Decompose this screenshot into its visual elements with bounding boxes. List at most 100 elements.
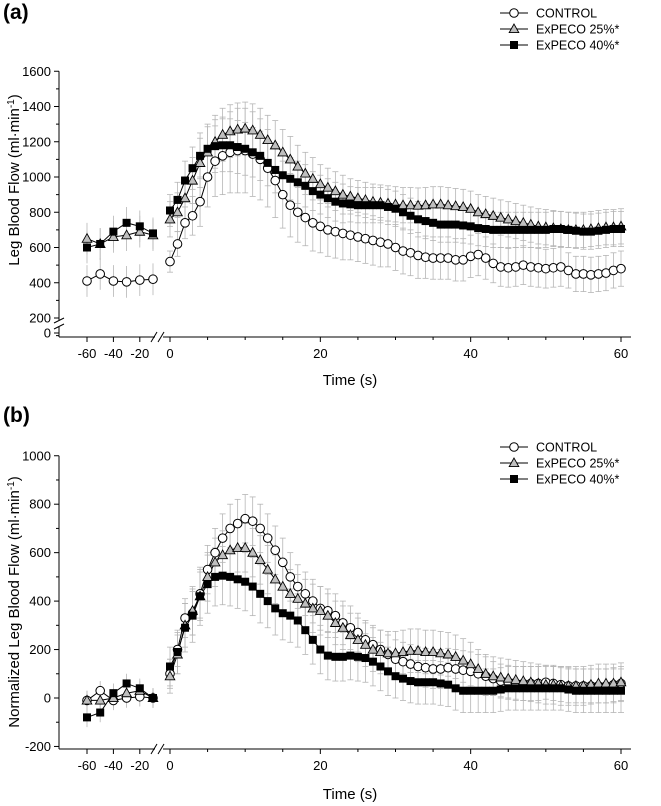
- b-expeco-25-point: [247, 546, 259, 557]
- a-x-tick-label--60: -60: [78, 346, 97, 361]
- b-y-tick-label-200: 200: [29, 642, 51, 657]
- b-expeco-25-point: [420, 646, 432, 657]
- a-expeco-25-point: [217, 128, 229, 139]
- a-y-break-mark-1: [53, 317, 65, 324]
- b-expeco-40-pre-point: [149, 694, 157, 702]
- a-x-tick-label--40: -40: [104, 346, 123, 361]
- b-expeco-40-point: [609, 686, 618, 695]
- b-expeco-40-point: [519, 684, 528, 693]
- a-control-point: [165, 256, 175, 267]
- panel-b-axes: [54, 455, 631, 755]
- a-expeco-40-point: [188, 164, 197, 173]
- b-expeco-40-point: [196, 592, 205, 601]
- a-expeco-40-point: [541, 225, 550, 234]
- b-expeco-40-point: [474, 686, 483, 695]
- b-expeco-40-point: [353, 652, 362, 661]
- a-expeco-40-point: [459, 221, 468, 230]
- b-control-point: [217, 533, 228, 543]
- b-expeco-40-point: [526, 684, 535, 693]
- a-expeco-40-point: [353, 201, 362, 210]
- b-expeco-40-point: [549, 684, 558, 693]
- panel-b-markers: [81, 513, 627, 722]
- b-expeco-40-point: [263, 597, 272, 606]
- b-expeco-25-point: [435, 647, 447, 658]
- a-expeco-25-point: [435, 198, 447, 209]
- b-expeco-40-point: [579, 686, 588, 695]
- b-expeco-40-point: [466, 686, 475, 695]
- b-x-tick-label--40: -40: [104, 758, 123, 773]
- a-expeco-40-pre-point: [149, 229, 157, 238]
- a-expeco-40-point: [203, 144, 212, 153]
- panel-a-markers: [81, 122, 627, 287]
- a-expeco-25-point: [247, 124, 259, 135]
- b-expeco-25-point: [352, 633, 364, 644]
- a-expeco-40-point: [489, 225, 498, 234]
- a-expeco-40-point: [256, 151, 265, 160]
- b-expeco-40-point: [166, 662, 174, 671]
- a-y-break-mark-2: [53, 323, 65, 330]
- panel-a-legend: CONTROL ExPECO 25%* ExPECO 40%*: [500, 7, 620, 53]
- a-y-tick-label-1400: 1400: [22, 99, 51, 114]
- b-expeco-40-point: [571, 686, 580, 695]
- a-expeco-40-point: [316, 190, 325, 199]
- a-expeco-40-point: [481, 224, 490, 233]
- b-x-break-mark-2: [157, 743, 165, 755]
- b-expeco-40-point: [399, 674, 408, 683]
- b-legend-label-expeco-25: ExPECO 25%*: [536, 457, 620, 471]
- a-y-tick-label-600: 600: [29, 240, 51, 255]
- b-expeco-25-point: [472, 663, 484, 673]
- a-expeco-40-point: [586, 227, 595, 236]
- b-expeco-25-point: [615, 676, 627, 687]
- a-y-tick-label-200: 200: [29, 311, 51, 326]
- b-control-point: [255, 523, 266, 534]
- a-expeco-40-point: [241, 144, 250, 153]
- b-legend-marker-expeco-40: [510, 475, 518, 483]
- panel-a-x-tick-labels: -60 -40 -20 0 20 40 60: [78, 346, 629, 361]
- a-expeco-40-point: [248, 148, 257, 157]
- panel-a-ylabel: Leg Blood Flow (ml·min-1): [6, 94, 23, 265]
- a-expeco-25-point: [186, 174, 199, 185]
- a-expeco-40-point: [226, 141, 235, 150]
- a-legend-label-expeco-25: ExPECO 25%*: [536, 23, 620, 37]
- b-expeco-25-point: [337, 621, 349, 632]
- a-expeco-25-point: [420, 199, 432, 210]
- b-expeco-25-point: [292, 592, 304, 603]
- b-expeco-25-point: [389, 647, 402, 658]
- a-expeco-25-point: [292, 160, 304, 171]
- a-legend-label-expeco-40: ExPECO 40%*: [536, 39, 620, 53]
- b-x-tick-label--20: -20: [130, 758, 149, 773]
- a-expeco-40-point: [301, 181, 310, 190]
- b-expeco-40-point: [301, 626, 310, 635]
- a-expeco-40-point: [391, 204, 400, 213]
- a-expeco-40-point: [166, 206, 174, 215]
- b-control-point: [292, 581, 303, 592]
- b-expeco-25-point: [487, 670, 499, 681]
- a-expeco-25-pre-point: [134, 225, 146, 236]
- a-expeco-40-point: [519, 225, 528, 234]
- b-expeco-25-point: [277, 580, 289, 591]
- a-expeco-25-point: [427, 198, 439, 209]
- a-expeco-40-point: [601, 225, 610, 234]
- a-expeco-25-point: [171, 206, 184, 217]
- a-expeco-25-point: [510, 215, 522, 226]
- a-y-tick-label-1200: 1200: [22, 134, 51, 149]
- a-x-tick-label-0: 0: [166, 346, 173, 361]
- b-expeco-25-point: [510, 673, 522, 684]
- b-x-tick-label-40: 40: [463, 758, 477, 773]
- a-expeco-40-point: [444, 220, 453, 229]
- a-expeco-40-point: [436, 220, 445, 229]
- b-expeco-25-point: [209, 556, 221, 567]
- a-y-tick-label-400: 400: [29, 275, 51, 290]
- b-expeco-40-point: [211, 572, 220, 581]
- b-expeco-40-point: [308, 635, 317, 644]
- a-expeco-40-point: [504, 225, 513, 234]
- a-expeco-40-point: [564, 225, 573, 234]
- b-expeco-40-point: [586, 686, 595, 695]
- b-expeco-25-point: [502, 672, 514, 683]
- b-expeco-25-point: [307, 602, 319, 613]
- b-expeco-25-point: [427, 646, 439, 657]
- a-control-point: [210, 156, 220, 166]
- b-expeco-40-point: [323, 651, 332, 660]
- a-control-point: [480, 253, 491, 263]
- a-expeco-40-point: [406, 211, 415, 220]
